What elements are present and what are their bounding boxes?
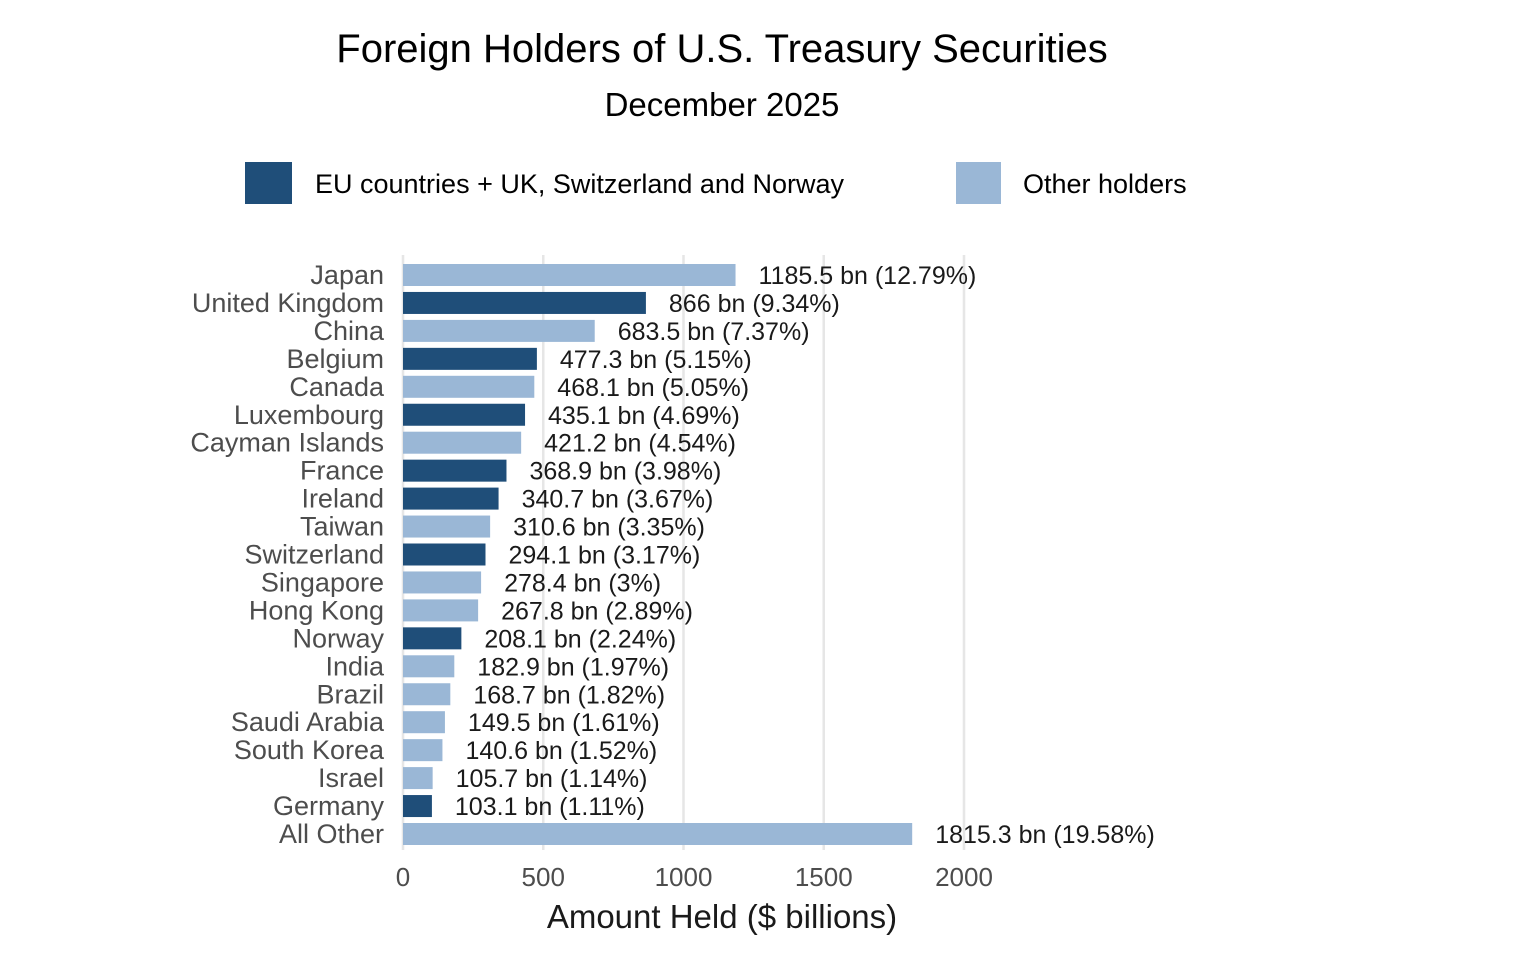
x-tick-label: 0: [396, 862, 410, 892]
category-label: France: [300, 456, 384, 486]
data-label: 683.5 bn (7.37%): [618, 318, 810, 346]
category-label: Saudi Arabia: [231, 707, 385, 737]
bar: [403, 683, 451, 706]
legend-label-other: Other holders: [1023, 169, 1187, 199]
data-label: 294.1 bn (3.17%): [508, 542, 700, 570]
category-label: Japan: [310, 260, 384, 290]
data-label: 208.1 bn (2.24%): [484, 625, 676, 653]
category-label: Switzerland: [244, 540, 384, 570]
category-label: Israel: [318, 763, 384, 793]
x-tick-label: 1500: [795, 862, 853, 892]
bar: [403, 739, 443, 762]
bar: [403, 823, 913, 845]
category-label: China: [313, 316, 385, 346]
x-axis-title: Amount Held ($ billions): [547, 898, 897, 935]
category-label: Brazil: [316, 679, 384, 709]
legend: EU countries + UK, Switzerland and Norwa…: [245, 162, 1187, 204]
data-label: 140.6 bn (1.52%): [465, 737, 657, 765]
legend-label-eu: EU countries + UK, Switzerland and Norwa…: [315, 169, 844, 199]
legend-swatch-other: [956, 162, 1001, 204]
x-axis-ticks: 0 500 1000 1500 2000: [396, 862, 993, 892]
category-label: Norway: [292, 623, 384, 653]
data-label: 435.1 bn (4.69%): [548, 402, 740, 430]
data-label: 182.9 bn (1.97%): [477, 653, 669, 681]
x-tick-label: 500: [522, 862, 565, 892]
category-label: Luxembourg: [234, 400, 384, 430]
data-label: 105.7 bn (1.14%): [456, 765, 648, 793]
data-label: 477.3 bn (5.15%): [560, 346, 752, 374]
bar: [403, 347, 537, 370]
bar: [403, 571, 482, 594]
bar: [403, 543, 486, 566]
bar: [403, 711, 445, 734]
x-tick-label: 2000: [935, 862, 993, 892]
data-label: 278.4 bn (3%): [504, 569, 661, 597]
data-label: 1185.5 bn (12.79%): [759, 262, 977, 290]
bar: [403, 375, 535, 398]
data-label: 103.1 bn (1.11%): [455, 793, 645, 821]
x-tick-label: 1000: [655, 862, 713, 892]
bar: [403, 627, 462, 650]
chart-subtitle: December 2025: [605, 86, 840, 123]
bar: [403, 767, 433, 790]
bars: [403, 264, 913, 845]
category-label: All Other: [279, 819, 384, 849]
bar: [403, 264, 736, 286]
category-label: Taiwan: [300, 512, 384, 542]
data-label: 1815.3 bn (19.58%): [935, 821, 1155, 849]
data-label: 866 bn (9.34%): [669, 290, 840, 318]
bar: [403, 515, 491, 538]
data-labels: 1185.5 bn (12.79%)866 bn (9.34%)683.5 bn…: [455, 262, 1155, 849]
data-label: 267.8 bn (2.89%): [501, 597, 693, 625]
bar: [403, 403, 526, 426]
category-label: South Korea: [234, 735, 385, 765]
bar: [403, 795, 432, 818]
category-label: Singapore: [261, 567, 384, 597]
bar: [403, 487, 499, 510]
bar: [403, 459, 507, 482]
bar: [403, 599, 479, 622]
category-label: Ireland: [301, 484, 384, 514]
data-label: 310.6 bn (3.35%): [513, 514, 705, 542]
data-label: 149.5 bn (1.61%): [468, 709, 660, 737]
category-label: Canada: [289, 372, 385, 402]
category-label: Cayman Islands: [190, 428, 384, 458]
data-label: 340.7 bn (3.67%): [522, 486, 714, 514]
bar: [403, 431, 522, 454]
data-label: 421.2 bn (4.54%): [544, 430, 736, 458]
legend-swatch-eu: [245, 162, 292, 204]
data-label: 168.7 bn (1.82%): [473, 681, 665, 709]
chart-title: Foreign Holders of U.S. Treasury Securit…: [336, 27, 1107, 71]
data-label: 368.9 bn (3.98%): [529, 458, 721, 486]
data-label: 468.1 bn (5.05%): [557, 374, 749, 402]
category-label: India: [325, 651, 385, 681]
category-label: Hong Kong: [249, 595, 384, 625]
bar: [403, 291, 646, 314]
category-label: United Kingdom: [192, 288, 384, 318]
category-label: Belgium: [286, 344, 384, 374]
category-label: Germany: [273, 791, 385, 821]
bar: [403, 655, 455, 678]
bar: [403, 319, 595, 342]
